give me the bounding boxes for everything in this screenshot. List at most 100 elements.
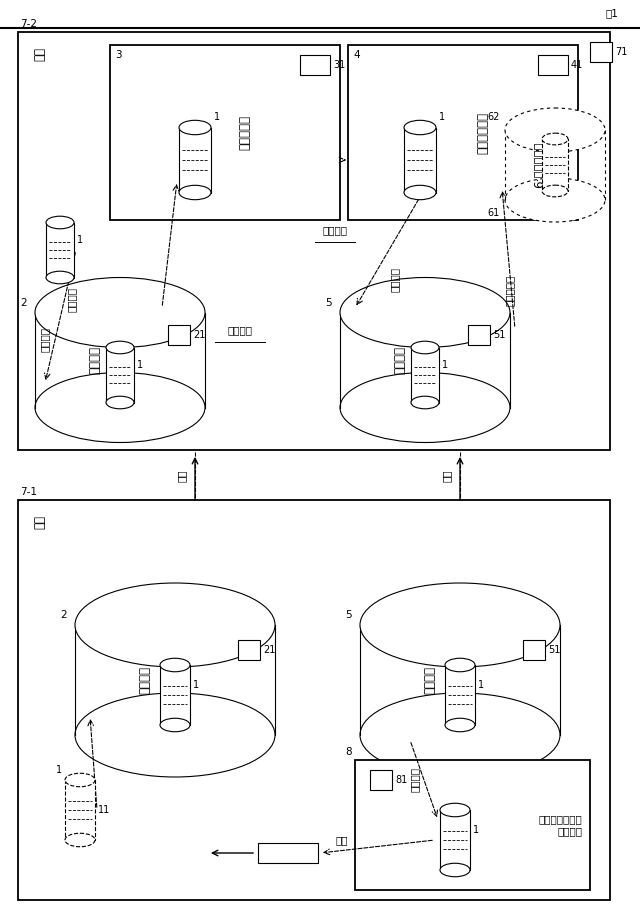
Text: 1: 1 [56,765,62,775]
Text: 輸送容器: 輸送容器 [138,666,152,694]
Text: 5: 5 [346,610,352,620]
Ellipse shape [411,397,439,409]
Ellipse shape [404,120,436,135]
Text: 51: 51 [548,645,561,655]
Text: 終了: 終了 [282,848,294,858]
Text: 21: 21 [263,645,275,655]
Text: 凍結保存: 凍結保存 [227,325,253,335]
Ellipse shape [75,693,275,777]
Text: 2: 2 [20,298,27,308]
Text: 室内輸送: 室内輸送 [390,267,400,292]
Bar [258,843,318,863]
Ellipse shape [340,278,510,347]
Text: 1: 1 [478,680,484,690]
Text: 屋室: 屋室 [33,515,46,529]
Bar [468,325,490,345]
Bar [179,127,211,192]
Text: 輸送: 輸送 [177,470,187,482]
Ellipse shape [35,373,205,442]
Text: 71: 71 [615,47,627,57]
Text: 4: 4 [353,50,360,60]
Text: 予備凍結槽: 予備凍結槽 [239,115,252,150]
Ellipse shape [411,341,439,354]
Text: 1: 1 [442,360,448,370]
Bar [46,223,74,278]
Ellipse shape [65,773,95,787]
Ellipse shape [160,659,190,671]
Ellipse shape [542,133,568,145]
Bar [355,760,590,890]
Text: 凍結保存装置: 凍結保存装置 [477,112,490,154]
Bar [404,127,436,192]
Text: 室内輸送: 室内輸送 [410,768,420,792]
Bar [348,45,578,220]
Bar [542,139,568,191]
Bar [411,347,439,402]
Ellipse shape [440,863,470,877]
Ellipse shape [35,278,205,347]
Text: 7-1: 7-1 [20,487,37,497]
Ellipse shape [360,583,560,667]
Text: 輸送容器: 輸送容器 [393,346,406,374]
Bar [18,500,610,900]
Text: 7-2: 7-2 [20,19,37,29]
Ellipse shape [46,216,74,229]
Text: 図1: 図1 [605,8,618,18]
Ellipse shape [160,718,190,732]
Text: 輸送容器: 輸送容器 [88,346,101,374]
Text: 51: 51 [493,330,506,340]
Text: 62: 62 [488,112,500,122]
Text: 2: 2 [60,610,67,620]
Text: 輸送容器: 輸送容器 [424,666,436,694]
Text: 輸送: 輸送 [442,470,452,482]
Ellipse shape [65,834,95,846]
Text: 8: 8 [346,747,352,757]
Bar [106,347,134,402]
Bar [538,55,568,75]
Ellipse shape [445,659,475,671]
Ellipse shape [404,185,436,200]
Bar [160,665,190,725]
Ellipse shape [360,693,560,777]
Text: 1: 1 [77,235,83,245]
Bar [168,325,190,345]
Bar [110,45,340,220]
Text: 1: 1 [193,680,199,690]
Text: ヒートブロック
や恒温槽: ヒートブロック や恒温槽 [538,814,582,835]
Text: 屋室: 屋室 [33,47,46,61]
Text: 81: 81 [395,775,407,785]
Bar [445,665,475,725]
Bar [370,770,392,790]
Ellipse shape [542,185,568,197]
Bar [440,810,470,870]
Text: 細胞輸送送: 細胞輸送送 [505,275,515,306]
Text: 31: 31 [333,60,345,70]
Text: 解凍: 解凍 [335,835,348,845]
Text: 凍結保存: 凍結保存 [323,225,348,235]
Text: 3: 3 [115,50,122,60]
Text: 1: 1 [137,360,143,370]
Text: 5: 5 [325,298,332,308]
Bar [65,780,95,840]
Bar [238,640,260,660]
Ellipse shape [440,803,470,817]
Bar [590,42,612,62]
Text: 室内輸送: 室内輸送 [40,328,50,353]
Bar [300,55,330,75]
Ellipse shape [106,341,134,354]
Ellipse shape [46,271,74,284]
Bar [523,640,545,660]
Ellipse shape [445,718,475,732]
Text: 1: 1 [473,825,479,835]
Ellipse shape [505,178,605,222]
Text: 41: 41 [571,60,583,70]
Bar [18,32,610,450]
Ellipse shape [75,583,275,667]
Ellipse shape [179,185,211,200]
Text: 1: 1 [214,113,220,123]
Ellipse shape [106,397,134,409]
Text: 6:ダミー容器: 6:ダミー容器 [534,142,547,189]
Text: 61: 61 [488,208,500,218]
Text: 11: 11 [98,805,110,815]
Ellipse shape [505,108,605,152]
